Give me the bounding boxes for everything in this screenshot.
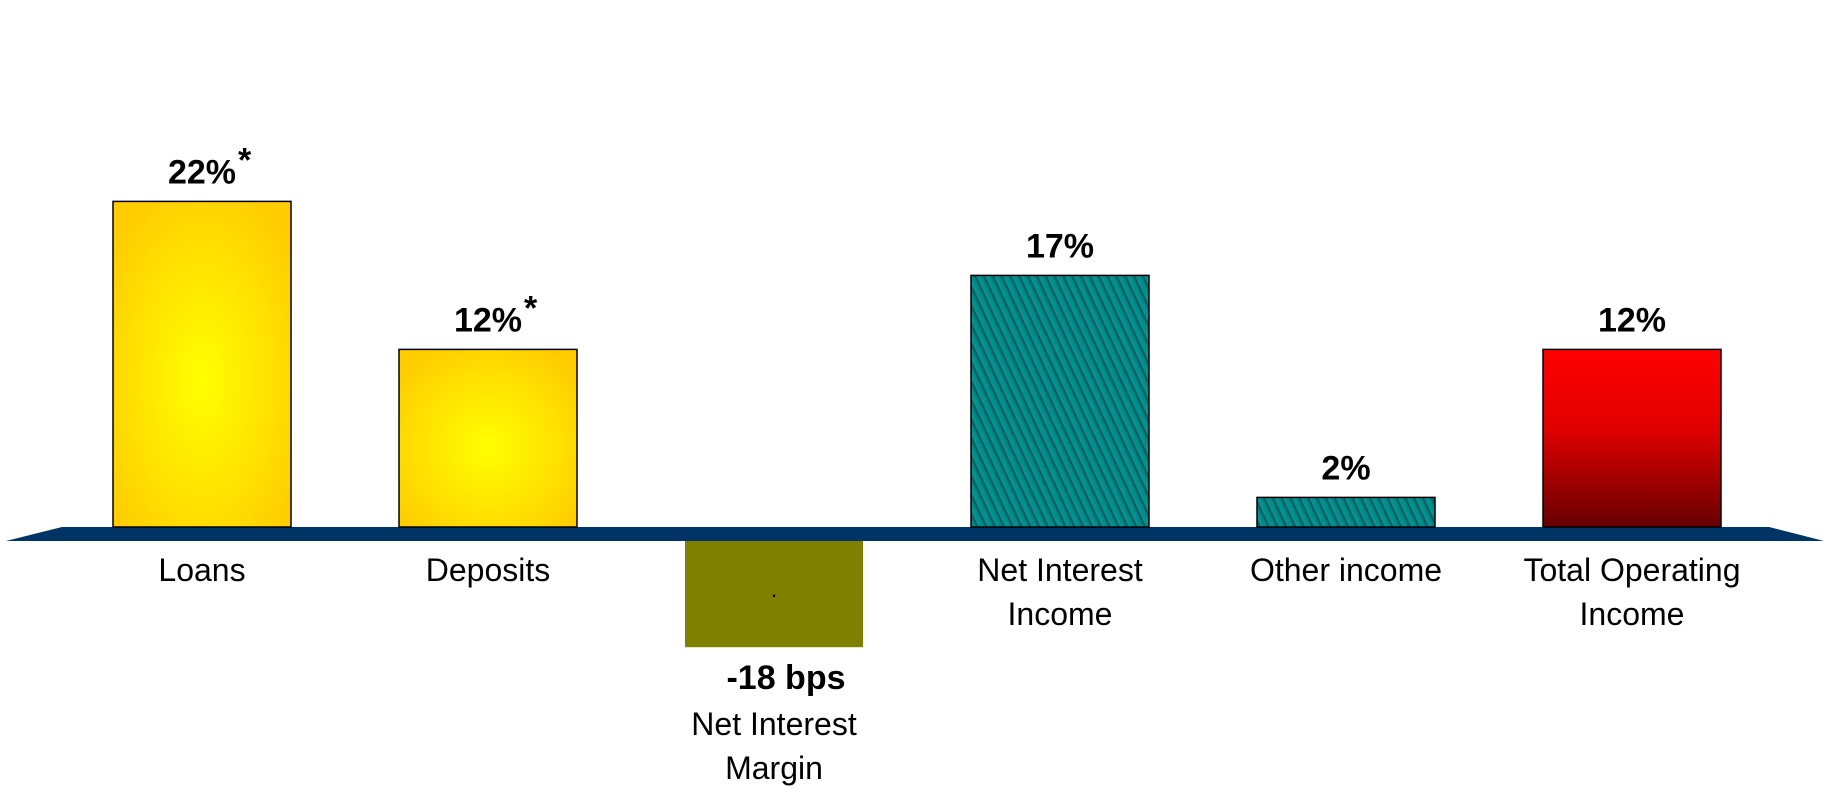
category-label-0: Loans [158,552,245,588]
category-label-3: Income [1008,596,1113,632]
data-label-3: 17% [1026,227,1094,265]
data-label-1: 12% [454,301,522,339]
footnote-mark-0: * [238,141,252,179]
bar-0 [112,200,292,528]
data-label-0: 22% [168,153,236,191]
category-label-3: Net Interest [977,552,1143,588]
category-label-5: Total Operating [1523,552,1740,588]
bar-inner-mark: . [771,577,777,602]
category-label-1: Deposits [426,552,551,588]
category-label-2: Margin [725,750,823,786]
category-label-5: Income [1580,596,1685,632]
category-label-2: Net Interest [691,706,857,742]
bar-3 [970,274,1150,528]
axis-baseline [6,527,1824,541]
category-label-4: Other income [1250,552,1442,588]
data-label-2: -18 bps [726,659,845,697]
footnote-mark-1: * [524,289,538,327]
data-label-4: 2% [1321,449,1370,487]
bar-1 [398,348,578,528]
bar-2 [685,541,863,648]
data-label-5: 12% [1598,301,1666,339]
bar-5 [1542,348,1722,528]
bar-4 [1256,496,1436,528]
